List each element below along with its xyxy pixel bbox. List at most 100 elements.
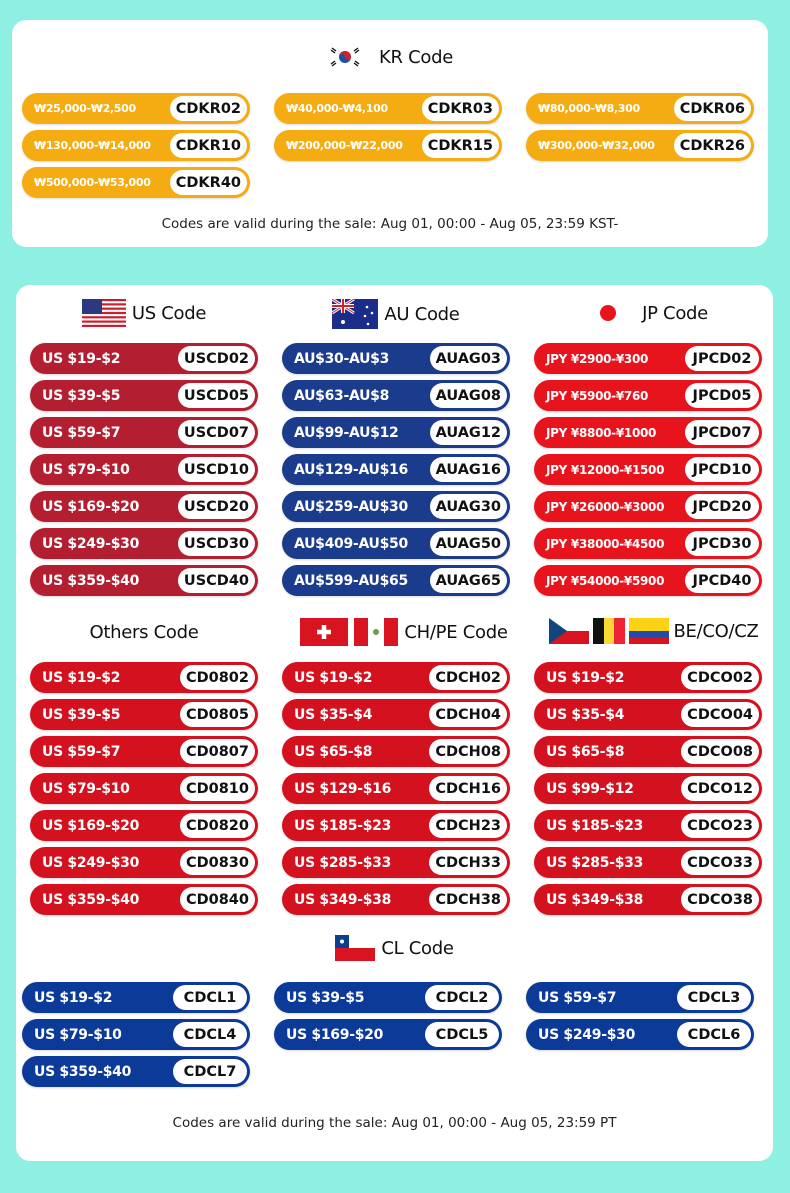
jp-code-pill[interactable]: JPY ¥2900-¥300 JPCD02 — [534, 343, 762, 374]
promo-code[interactable]: CDKR03 — [421, 96, 499, 121]
kr-code-pill[interactable]: ₩40,000-₩4,100 CDKR03 — [274, 93, 502, 124]
promo-code[interactable]: CDCH33 — [429, 850, 507, 875]
promo-code[interactable]: CDKR15 — [421, 133, 499, 158]
promo-code[interactable]: CDCO02 — [681, 665, 759, 690]
au-code-pill[interactable]: AU$129-AU$16 AUAG16 — [282, 454, 510, 485]
chpe-code-pill[interactable]: US $185-$23 CDCH23 — [282, 810, 510, 841]
promo-code[interactable]: CDCL5 — [425, 1022, 499, 1047]
kr-code-pill[interactable]: ₩500,000-₩53,000 CDKR40 — [22, 167, 250, 198]
promo-code[interactable]: USCD05 — [177, 383, 255, 408]
cl-code-pill[interactable]: US $79-$10 CDCL4 — [22, 1019, 250, 1050]
jp-code-pill[interactable]: JPY ¥12000-¥1500 JPCD10 — [534, 454, 762, 485]
cl-code-pill[interactable]: US $39-$5 CDCL2 — [274, 982, 502, 1013]
promo-code[interactable]: USCD10 — [177, 457, 255, 482]
promo-code[interactable]: CDCO12 — [681, 776, 759, 801]
promo-code[interactable]: USCD30 — [177, 531, 255, 556]
promo-code[interactable]: CDCL2 — [425, 985, 499, 1010]
promo-code[interactable]: JPCD10 — [685, 457, 759, 482]
promo-code[interactable]: CDCH38 — [429, 887, 507, 912]
beco-code-pill[interactable]: US $35-$4 CDCO04 — [534, 699, 762, 730]
promo-code[interactable]: JPCD07 — [685, 420, 759, 445]
cl-code-pill[interactable]: US $59-$7 CDCL3 — [526, 982, 754, 1013]
promo-code[interactable]: CDCL1 — [173, 985, 247, 1010]
jp-code-pill[interactable]: JPY ¥26000-¥3000 JPCD20 — [534, 491, 762, 522]
promo-code[interactable]: CDCO38 — [681, 887, 759, 912]
promo-code[interactable]: CDCO08 — [681, 739, 759, 764]
promo-code[interactable]: CD0840 — [179, 887, 255, 912]
promo-code[interactable]: CDKR02 — [169, 96, 247, 121]
promo-code[interactable]: USCD02 — [177, 346, 255, 371]
kr-code-pill[interactable]: ₩80,000-₩8,300 CDKR06 — [526, 93, 754, 124]
promo-code[interactable]: CDCL7 — [173, 1059, 247, 1084]
beco-code-pill[interactable]: US $185-$23 CDCO23 — [534, 810, 762, 841]
chpe-code-pill[interactable]: US $285-$33 CDCH33 — [282, 847, 510, 878]
chpe-code-pill[interactable]: US $129-$16 CDCH16 — [282, 773, 510, 804]
promo-code[interactable]: JPCD30 — [685, 531, 759, 556]
au-code-pill[interactable]: AU$30-AU$3 AUAG03 — [282, 343, 510, 374]
beco-code-pill[interactable]: US $65-$8 CDCO08 — [534, 736, 762, 767]
promo-code[interactable]: CDCL4 — [173, 1022, 247, 1047]
au-code-pill[interactable]: AU$259-AU$30 AUAG30 — [282, 491, 510, 522]
jp-code-pill[interactable]: JPY ¥38000-¥4500 JPCD30 — [534, 528, 762, 559]
others-code-pill[interactable]: US $169-$20 CD0820 — [30, 810, 258, 841]
promo-code[interactable]: CDKR10 — [169, 133, 247, 158]
promo-code[interactable]: AUAG65 — [429, 568, 507, 593]
us-code-pill[interactable]: US $249-$30 USCD30 — [30, 528, 258, 559]
promo-code[interactable]: CDKR06 — [673, 96, 751, 121]
kr-code-pill[interactable]: ₩25,000-₩2,500 CDKR02 — [22, 93, 250, 124]
chpe-code-pill[interactable]: US $35-$4 CDCH04 — [282, 699, 510, 730]
us-code-pill[interactable]: US $169-$20 USCD20 — [30, 491, 258, 522]
promo-code[interactable]: JPCD20 — [685, 494, 759, 519]
promo-code[interactable]: CDCO04 — [681, 702, 759, 727]
promo-code[interactable]: AUAG30 — [429, 494, 507, 519]
cl-code-pill[interactable]: US $169-$20 CDCL5 — [274, 1019, 502, 1050]
promo-code[interactable]: CDCL3 — [677, 985, 751, 1010]
promo-code[interactable]: AUAG08 — [429, 383, 507, 408]
promo-code[interactable]: JPCD02 — [685, 346, 759, 371]
us-code-pill[interactable]: US $39-$5 USCD05 — [30, 380, 258, 411]
us-code-pill[interactable]: US $59-$7 USCD07 — [30, 417, 258, 448]
au-code-pill[interactable]: AU$599-AU$65 AUAG65 — [282, 565, 510, 596]
others-code-pill[interactable]: US $359-$40 CD0840 — [30, 884, 258, 915]
promo-code[interactable]: CDCL6 — [677, 1022, 751, 1047]
cl-code-pill[interactable]: US $249-$30 CDCL6 — [526, 1019, 754, 1050]
beco-code-pill[interactable]: US $19-$2 CDCO02 — [534, 662, 762, 693]
promo-code[interactable]: CD0830 — [179, 850, 255, 875]
cl-code-pill[interactable]: US $19-$2 CDCL1 — [22, 982, 250, 1013]
promo-code[interactable]: AUAG12 — [429, 420, 507, 445]
promo-code[interactable]: CDKR40 — [169, 170, 247, 195]
promo-code[interactable]: CD0802 — [179, 665, 255, 690]
promo-code[interactable]: USCD07 — [177, 420, 255, 445]
kr-code-pill[interactable]: ₩130,000-₩14,000 CDKR10 — [22, 130, 250, 161]
others-code-pill[interactable]: US $79-$10 CD0810 — [30, 773, 258, 804]
promo-code[interactable]: CDCH08 — [429, 739, 507, 764]
promo-code[interactable]: CD0810 — [179, 776, 255, 801]
beco-code-pill[interactable]: US $99-$12 CDCO12 — [534, 773, 762, 804]
promo-code[interactable]: CDCH02 — [429, 665, 507, 690]
others-code-pill[interactable]: US $19-$2 CD0802 — [30, 662, 258, 693]
beco-code-pill[interactable]: US $285-$33 CDCO33 — [534, 847, 762, 878]
promo-code[interactable]: CDCH16 — [429, 776, 507, 801]
promo-code[interactable]: AUAG16 — [429, 457, 507, 482]
chpe-code-pill[interactable]: US $65-$8 CDCH08 — [282, 736, 510, 767]
au-code-pill[interactable]: AU$409-AU$50 AUAG50 — [282, 528, 510, 559]
jp-code-pill[interactable]: JPY ¥8800-¥1000 JPCD07 — [534, 417, 762, 448]
promo-code[interactable]: CDCH23 — [429, 813, 507, 838]
kr-code-pill[interactable]: ₩300,000-₩32,000 CDKR26 — [526, 130, 754, 161]
promo-code[interactable]: JPCD40 — [685, 568, 759, 593]
kr-code-pill[interactable]: ₩200,000-₩22,000 CDKR15 — [274, 130, 502, 161]
cl-code-pill[interactable]: US $359-$40 CDCL7 — [22, 1056, 250, 1087]
promo-code[interactable]: CD0807 — [179, 739, 255, 764]
us-code-pill[interactable]: US $19-$2 USCD02 — [30, 343, 258, 374]
us-code-pill[interactable]: US $79-$10 USCD10 — [30, 454, 258, 485]
others-code-pill[interactable]: US $249-$30 CD0830 — [30, 847, 258, 878]
promo-code[interactable]: CD0820 — [179, 813, 255, 838]
chpe-code-pill[interactable]: US $349-$38 CDCH38 — [282, 884, 510, 915]
promo-code[interactable]: CDCO33 — [681, 850, 759, 875]
jp-code-pill[interactable]: JPY ¥5900-¥760 JPCD05 — [534, 380, 762, 411]
beco-code-pill[interactable]: US $349-$38 CDCO38 — [534, 884, 762, 915]
promo-code[interactable]: CDCO23 — [681, 813, 759, 838]
others-code-pill[interactable]: US $59-$7 CD0807 — [30, 736, 258, 767]
au-code-pill[interactable]: AU$99-AU$12 AUAG12 — [282, 417, 510, 448]
promo-code[interactable]: JPCD05 — [685, 383, 759, 408]
